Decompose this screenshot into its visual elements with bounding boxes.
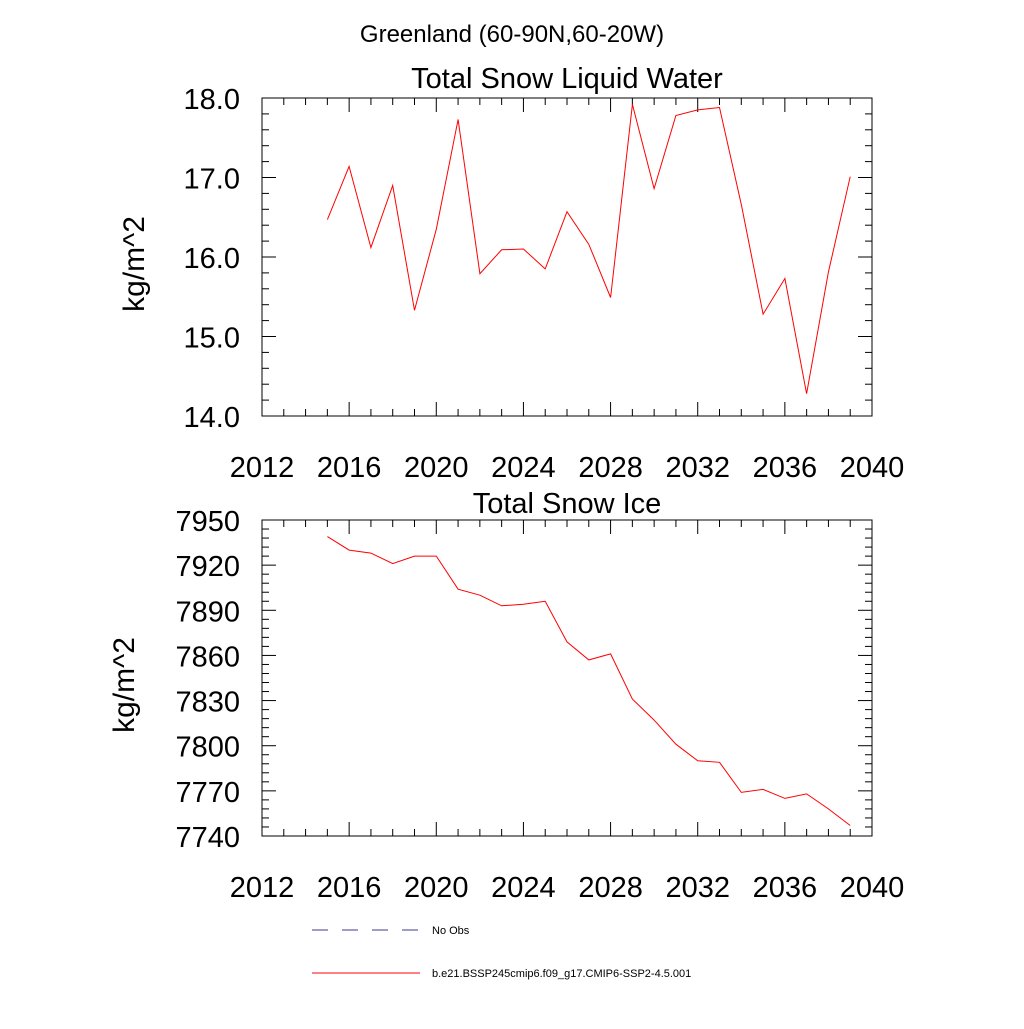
x-tick-label: 2028 [578, 872, 643, 904]
y-tick-label: 7950 [175, 506, 240, 538]
plot-frame [261, 519, 873, 837]
y-tick-label: 15.0 [184, 323, 240, 355]
x-tick-label: 2024 [491, 452, 556, 484]
x-tick-label: 2036 [753, 872, 818, 904]
x-tick-label: 2020 [404, 872, 469, 904]
x-tick-label: 2040 [840, 872, 905, 904]
x-tick-label: 2012 [230, 452, 295, 484]
x-tick-label: 2012 [230, 872, 295, 904]
y-axis-label-snow-liquid-water: kg/m^2 [118, 216, 151, 312]
y-tick-label: 16.0 [184, 243, 240, 275]
plot-frame [261, 97, 873, 417]
y-tick-label: 7740 [175, 822, 240, 854]
series-line [327, 536, 851, 826]
y-tick-label: 7830 [175, 687, 240, 719]
legend-label-model: b.e21.BSSP245cmip6.f09_g17.CMIP6-SSP2-4.… [432, 968, 691, 980]
x-tick-label: 2028 [578, 452, 643, 484]
y-tick-label: 18.0 [184, 84, 240, 116]
y-tick-label: 7860 [175, 641, 240, 673]
panel-snow-liquid-water: Total Snow Liquid Water kg/m^2 2012 2016 2… [118, 63, 904, 484]
y-tick-label: 7770 [175, 777, 240, 809]
y-tick-label: 7920 [175, 551, 240, 583]
x-tick-label: 2032 [665, 872, 730, 904]
x-tick-label: 2016 [317, 872, 382, 904]
x-tick-label: 2040 [840, 452, 905, 484]
legend-label-no-obs: No Obs [432, 925, 470, 937]
x-tick-label: 2024 [491, 872, 556, 904]
series-line [326, 104, 851, 394]
panel-title-snow-liquid-water: Total Snow Liquid Water [411, 63, 723, 95]
panel-snow-ice: Total Snow Ice kg/m^2 2012 2016 2020 2024 20… [108, 488, 904, 904]
y-tick-label: 7890 [175, 596, 240, 628]
panel-title-snow-ice: Total Snow Ice [473, 488, 662, 520]
x-tick-label: 2032 [665, 452, 730, 484]
x-tick-label: 2020 [404, 452, 469, 484]
y-axis-label-snow-ice: kg/m^2 [108, 637, 141, 733]
y-tick-label: 14.0 [184, 402, 240, 434]
y-tick-label: 7800 [175, 732, 240, 764]
figure-title: Greenland (60-90N,60-20W) [360, 21, 664, 48]
y-tick-label: 17.0 [184, 164, 240, 196]
x-tick-label: 2036 [753, 452, 818, 484]
x-tick-label: 2016 [317, 452, 382, 484]
legend: No Obs b.e21.BSSP245cmip6.f09_g17.CMIP6-… [312, 925, 691, 980]
